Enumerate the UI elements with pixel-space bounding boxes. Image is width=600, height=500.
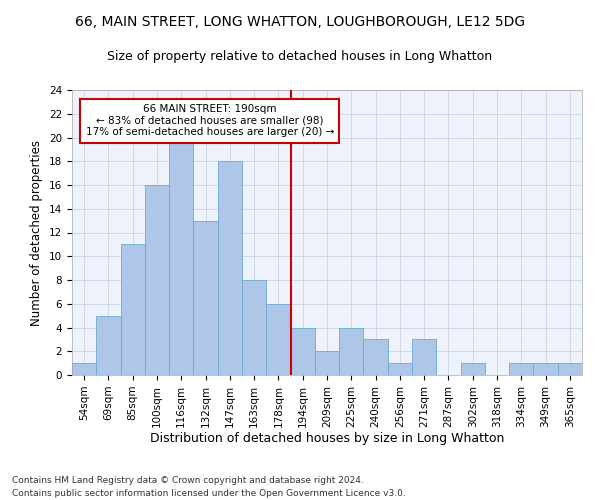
Text: 66 MAIN STREET: 190sqm
← 83% of detached houses are smaller (98)
17% of semi-det: 66 MAIN STREET: 190sqm ← 83% of detached… [86, 104, 334, 138]
Bar [461, 363, 485, 375]
Bar [266, 304, 290, 375]
Bar [364, 340, 388, 375]
Bar [169, 138, 193, 375]
Text: Contains HM Land Registry data © Crown copyright and database right 2024.: Contains HM Land Registry data © Crown c… [12, 476, 364, 485]
Bar [72, 363, 96, 375]
Bar [412, 340, 436, 375]
Bar [193, 220, 218, 375]
Bar [315, 351, 339, 375]
Y-axis label: Number of detached properties: Number of detached properties [31, 140, 43, 326]
Text: Contains public sector information licensed under the Open Government Licence v3: Contains public sector information licen… [12, 488, 406, 498]
Bar [388, 363, 412, 375]
Bar [242, 280, 266, 375]
Text: Size of property relative to detached houses in Long Whatton: Size of property relative to detached ho… [107, 50, 493, 63]
Bar [96, 316, 121, 375]
Bar [558, 363, 582, 375]
Text: 66, MAIN STREET, LONG WHATTON, LOUGHBOROUGH, LE12 5DG: 66, MAIN STREET, LONG WHATTON, LOUGHBORO… [75, 15, 525, 29]
Bar [218, 161, 242, 375]
Bar [533, 363, 558, 375]
Bar [339, 328, 364, 375]
Bar [509, 363, 533, 375]
Bar [145, 185, 169, 375]
Bar [121, 244, 145, 375]
X-axis label: Distribution of detached houses by size in Long Whatton: Distribution of detached houses by size … [150, 432, 504, 446]
Bar [290, 328, 315, 375]
